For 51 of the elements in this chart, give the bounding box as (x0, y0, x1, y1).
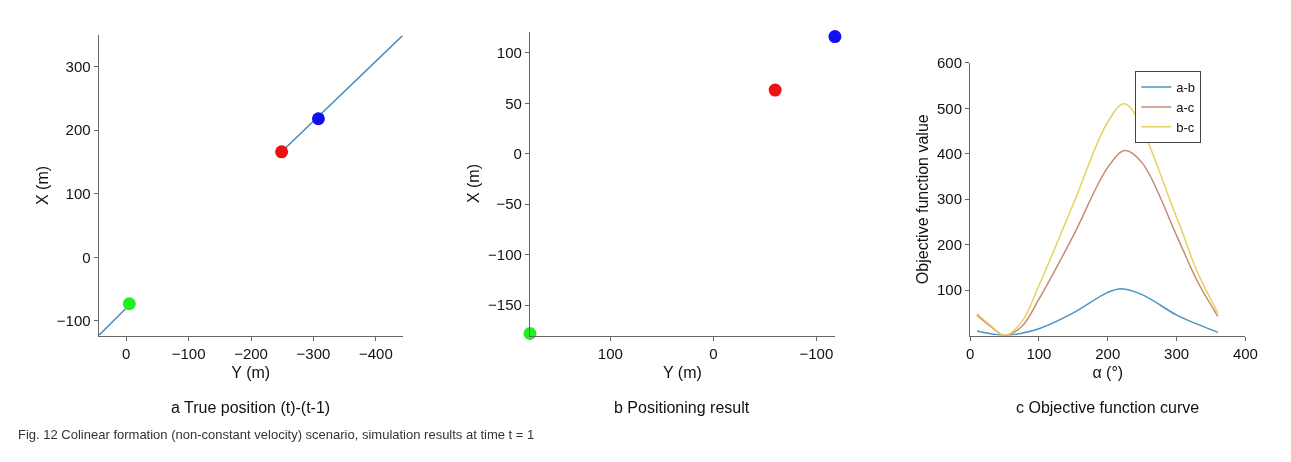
text: b Positioning result (614, 399, 750, 416)
x-tick-label: 400 (1232, 344, 1258, 362)
text: a True position (t)-(t-1) (171, 399, 331, 416)
x-tick-label: 300 (1164, 344, 1190, 362)
y-axis-title: Objective function value (913, 114, 931, 285)
x-tick-label: 100 (597, 344, 623, 362)
point (275, 145, 289, 159)
y-tick-label: 200 (65, 121, 91, 139)
x-tick-label: −100 (799, 344, 834, 362)
y-tick-label: 300 (936, 190, 963, 208)
y-tick-label: −50 (496, 195, 522, 213)
caption: Fig. 12 Colinear formation (non-constant velocity) scenario, simulation results at time t = 1 (18, 427, 535, 442)
legend-label: b-c (1176, 119, 1195, 135)
y-tick-label: 100 (936, 281, 963, 299)
x-tick-label: 0 (709, 344, 718, 362)
point (828, 30, 842, 44)
x-tick-label: 0 (965, 344, 975, 362)
y-tick-label: −100 (56, 312, 91, 330)
y-tick-label: 600 (936, 54, 963, 72)
y-axis-title: X (m) (464, 163, 482, 204)
x-tick-label: −300 (296, 344, 331, 362)
y-tick-label: 100 (496, 44, 522, 62)
x-tick-label: 200 (1095, 344, 1121, 362)
y-tick-label: 300 (65, 57, 91, 75)
y-tick-label: −100 (488, 245, 522, 263)
line-series (976, 149, 1219, 336)
x-tick-label: −100 (171, 344, 206, 362)
x-axis-title: Y (m) (663, 364, 702, 382)
legend-label: a-b (1176, 80, 1196, 96)
text: c Objective function curve (1016, 399, 1200, 416)
y-tick-label: −150 (488, 296, 522, 314)
x-tick-label: −200 (234, 344, 268, 362)
x-axis-title: Y (m) (231, 364, 271, 382)
line-series (976, 287, 1219, 336)
y-tick-label: 400 (936, 145, 963, 163)
x-tick-label: −400 (358, 344, 393, 362)
x-axis-title: α (°) (1092, 364, 1124, 382)
line-series (976, 103, 1219, 336)
y-tick-label: 200 (936, 235, 963, 253)
y-axis-title: X (m) (33, 165, 51, 206)
y-tick-label: 100 (65, 185, 91, 202)
point (122, 297, 136, 311)
y-tick-label: 500 (936, 99, 963, 117)
point (768, 83, 782, 97)
y-tick-label: 50 (505, 94, 522, 112)
x-tick-label: 0 (122, 344, 131, 362)
y-tick-label: 0 (82, 248, 91, 266)
legend-label: a-c (1176, 100, 1195, 116)
y-tick-label: 0 (513, 144, 522, 162)
x-tick-label: 100 (1026, 344, 1052, 362)
point (311, 112, 325, 126)
